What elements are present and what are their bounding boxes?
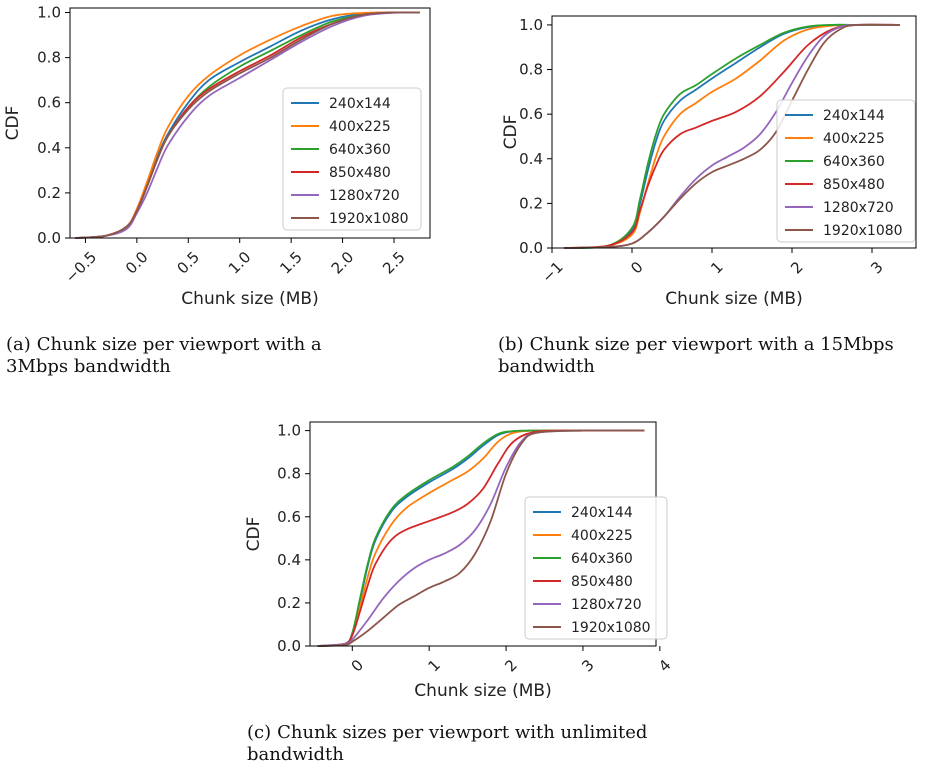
caption-b: (b) Chunk size per viewport with a 15Mbps… xyxy=(498,334,928,378)
chart-b-line-850x480 xyxy=(563,23,901,249)
chart-a-legend-label-240x144: 240x144 xyxy=(329,96,391,112)
chart-c-ytick-label: 1.0 xyxy=(277,422,301,440)
chart-b-line-1920x1080 xyxy=(563,23,901,249)
caption-a: (a) Chunk size per viewport with a 3Mbps … xyxy=(6,334,336,378)
chart-b-axes-frame xyxy=(551,15,917,249)
chart-b-xtick-label: 0 xyxy=(627,258,646,277)
chart-b-ytick-label: 0.2 xyxy=(519,194,543,212)
chart-c-legend-label-240x144: 240x144 xyxy=(571,505,633,521)
chart-b-ytick-label: 0.4 xyxy=(519,150,543,168)
chart-c-xtick-label: 0 xyxy=(348,656,367,675)
chart-a-xtick-label: −0.5 xyxy=(62,248,100,286)
chart-c-line-1920x1080 xyxy=(317,429,645,647)
chart-a-xaxis-label: Chunk size (MB) xyxy=(181,289,318,309)
chart-a-xtick-label: 2.5 xyxy=(379,248,409,278)
chart-panel-b: 0.0 0.2 0.4 0.6 0.8 1.0 −1 0 1 2 3 Chunk size (MB) C… xyxy=(496,0,933,312)
chart-c-ytick-label: 0.6 xyxy=(277,508,301,526)
chart-c-legend: 240x144 400x225 640x360 850x480 1280x720 1920… xyxy=(524,496,668,640)
chart-a-ytick-label: 0.2 xyxy=(37,184,61,202)
chart-a-legend-label-850x480: 850x480 xyxy=(329,165,391,181)
chart-b-xtick-label: 3 xyxy=(867,258,886,277)
chart-b-legend-label-1280x720: 1280x720 xyxy=(823,200,894,216)
caption-b-text: Chunk size per viewport with a 15Mbps ba… xyxy=(498,334,894,377)
chart-a-xtick-label: 0.0 xyxy=(122,248,152,278)
chart-a-ytick-label: 0.4 xyxy=(37,139,61,157)
chart-b-ytick-label: 0.0 xyxy=(519,239,543,257)
chart-a-ytick-label: 0.0 xyxy=(37,229,61,247)
chart-b-xtick-label: −1 xyxy=(538,258,566,286)
chart-a-axes-frame xyxy=(69,7,431,239)
caption-c: (c) Chunk sizes per viewport with unlimit… xyxy=(247,722,697,766)
chart-a-series-group xyxy=(75,11,420,239)
chart-b-line-640x360 xyxy=(563,23,900,249)
chart-a-line-1920x1080 xyxy=(75,11,420,239)
chart-b-legend-label-400x225: 400x225 xyxy=(823,131,885,147)
chart-a-legend-label-400x225: 400x225 xyxy=(329,119,391,135)
chart-c-line-850x480 xyxy=(317,429,645,647)
chart-panel-c: 0.0 0.2 0.4 0.6 0.8 1.0 0 1 2 3 4 Chunk size (MB) CD… xyxy=(240,406,690,706)
chart-b-legend-label-240x144: 240x144 xyxy=(823,108,885,124)
chart-b-xtick-label: 1 xyxy=(707,258,726,277)
chart-a-xtick-label: 1.0 xyxy=(225,248,255,278)
chart-b-ytick-label: 0.8 xyxy=(519,61,543,79)
chart-c-legend-label-400x225: 400x225 xyxy=(571,528,633,544)
chart-a-line-1280x720 xyxy=(75,11,420,239)
chart-c-xtick-label: 1 xyxy=(424,656,443,675)
chart-c-ytick-label: 0.8 xyxy=(277,465,301,483)
chart-c-xtick-label: 3 xyxy=(578,656,597,675)
caption-a-tag: (a) xyxy=(6,334,31,355)
caption-a-text: Chunk size per viewport with a 3Mbps ban… xyxy=(6,334,322,377)
chart-b-legend: 240x144 400x225 640x360 850x480 1280x720 1920… xyxy=(776,99,916,243)
chart-c-xtick-label: 2 xyxy=(501,656,520,675)
chart-a-legend-label-1280x720: 1280x720 xyxy=(329,188,400,204)
chart-b-xaxis-label: Chunk size (MB) xyxy=(665,289,802,309)
chart-a-legend-label-640x360: 640x360 xyxy=(329,142,391,158)
chart-c-legend-label-850x480: 850x480 xyxy=(571,574,633,590)
chart-a-legend: 240x144 400x225 640x360 850x480 1280x720 1920… xyxy=(282,87,422,231)
chart-a-xtick-label: 0.5 xyxy=(173,248,203,278)
chart-b-series-group xyxy=(563,23,901,249)
chart-c-xtick-label: 4 xyxy=(655,656,674,675)
chart-c-line-640x360 xyxy=(317,429,645,647)
chart-a-ytick-label: 1.0 xyxy=(37,4,61,22)
caption-c-text: Chunk sizes per viewport with unlimited … xyxy=(247,722,648,765)
chart-b-svg: 0.0 0.2 0.4 0.6 0.8 1.0 −1 0 1 2 3 Chunk size (MB) C… xyxy=(501,15,917,309)
chart-c-yaxis-label: CDF xyxy=(244,517,264,552)
chart-c-svg: 0.0 0.2 0.4 0.6 0.8 1.0 0 1 2 3 4 Chunk size (MB) CD… xyxy=(244,421,675,701)
chart-c-xaxis-label: Chunk size (MB) xyxy=(414,681,551,701)
chart-b-legend-label-640x360: 640x360 xyxy=(823,154,885,170)
chart-a-ytick-label: 0.8 xyxy=(37,49,61,67)
chart-a-ytick-label: 0.6 xyxy=(37,94,61,112)
chart-b-yaxis-label: CDF xyxy=(501,115,521,150)
chart-b-ytick-label: 1.0 xyxy=(519,16,543,34)
chart-b-ytick-label: 0.6 xyxy=(519,105,543,123)
chart-c-ytick-label: 0.4 xyxy=(277,551,301,569)
chart-b-legend-label-850x480: 850x480 xyxy=(823,177,885,193)
chart-panel-a: 0.0 0.2 0.4 0.6 0.8 1.0 −0.5 0.0 0.5 1.0 1.5 2.0 2.5… xyxy=(0,0,440,312)
chart-a-legend-label-1920x1080: 1920x1080 xyxy=(329,211,409,227)
chart-c-legend-label-640x360: 640x360 xyxy=(571,551,633,567)
chart-c-series-group xyxy=(317,429,645,647)
chart-c-ytick-label: 0.0 xyxy=(277,637,301,655)
chart-a-xtick-label: 1.5 xyxy=(276,248,306,278)
chart-c-legend-label-1920x1080: 1920x1080 xyxy=(571,620,651,636)
chart-b-xtick-label: 2 xyxy=(787,258,806,277)
chart-b-legend-label-1920x1080: 1920x1080 xyxy=(823,223,903,239)
caption-c-tag: (c) xyxy=(247,722,272,743)
chart-c-legend-label-1280x720: 1280x720 xyxy=(571,597,642,613)
chart-c-ytick-label: 0.2 xyxy=(277,594,301,612)
chart-a-yaxis-label: CDF xyxy=(3,106,23,141)
caption-b-tag: (b) xyxy=(498,334,524,355)
chart-a-svg: 0.00.20.40.60.81.0−0.5 0.0 0.5 1.0 1.5 2.0 2.5… xyxy=(3,4,431,309)
chart-a-xtick-label: 2.0 xyxy=(328,248,358,278)
